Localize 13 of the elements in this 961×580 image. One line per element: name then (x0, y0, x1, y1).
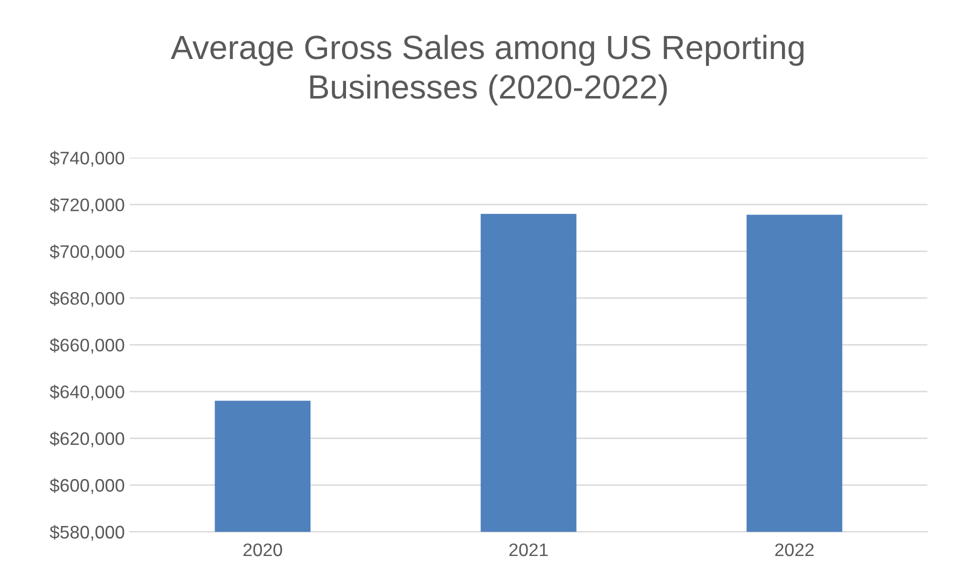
x-tick-label: 2022 (775, 543, 814, 556)
x-tick-label: 2020 (244, 543, 282, 556)
y-tick-label: $620,000 (50, 432, 124, 448)
y-tick-label: $700,000 (50, 244, 124, 260)
y-tick-label: $680,000 (50, 291, 124, 307)
y-tick-label: $580,000 (50, 525, 124, 541)
y-tick-label: $600,000 (50, 478, 124, 494)
y-tick-label: $720,000 (50, 198, 124, 214)
chart-title: Average Gross Sales among US Reporting Businesses (2020-2022) (170, 34, 804, 106)
y-tick-label: $640,000 (50, 384, 124, 400)
y-tick-label: $740,000 (50, 150, 124, 167)
x-tick-label: 2021 (509, 543, 548, 556)
y-tick-label: $660,000 (50, 338, 124, 354)
